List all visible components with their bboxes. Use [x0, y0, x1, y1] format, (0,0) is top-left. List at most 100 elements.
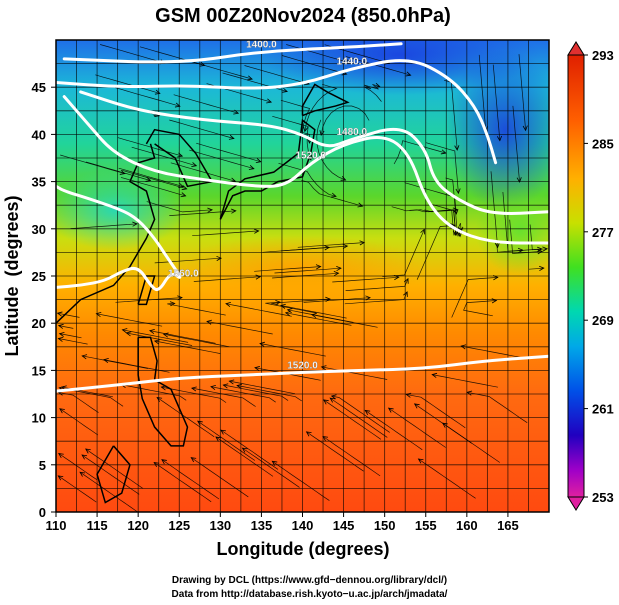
streamline-arrow: [255, 158, 262, 164]
streamline-arrow: [403, 291, 408, 297]
streamline: [58, 475, 97, 503]
streamline-arrow: [322, 399, 329, 405]
streamline-arrow: [102, 358, 109, 363]
streamline: [79, 471, 138, 512]
streamline-arrow: [420, 228, 425, 235]
streamline-arrow: [280, 303, 286, 309]
streamline: [156, 397, 215, 438]
streamline-arrow: [387, 407, 394, 413]
streamline-arrow: [57, 336, 64, 342]
streamline: [444, 79, 458, 150]
contour-line: [56, 59, 498, 165]
streamline-arrow: [311, 313, 317, 318]
streamline-arrow: [329, 397, 336, 403]
contour-label: 1480.0: [337, 127, 368, 138]
streamline-arrow: [330, 394, 337, 400]
streamline-arrow: [191, 162, 198, 168]
streamline-arrow: [161, 459, 167, 465]
streamline: [445, 177, 462, 232]
streamline-arrow: [253, 228, 260, 234]
streamline: [210, 386, 276, 403]
streamline: [492, 64, 501, 141]
streamline-arrow: [333, 271, 340, 277]
streamline: [297, 242, 365, 248]
streamline-arrow: [455, 188, 461, 195]
x-tick-label: 130: [209, 518, 231, 533]
streamline-arrow: [162, 332, 169, 338]
streamline: [322, 436, 381, 477]
credit-drawing: Drawing by DCL (https://www.gfd−dennou.o…: [171, 575, 448, 586]
streamline: [528, 267, 544, 270]
contour-line: [62, 95, 549, 245]
contour-line: [56, 184, 182, 292]
streamline: [167, 303, 226, 316]
contour-label: 1560.0: [168, 269, 199, 280]
coastline: [56, 143, 156, 324]
streamline: [170, 162, 236, 182]
contour-label: 1440.0: [337, 56, 368, 67]
streamline-arrow: [305, 431, 312, 437]
colorbar-tick-label: 285: [592, 136, 614, 151]
streamline: [393, 140, 446, 165]
cold-pocket-northeast: [445, 50, 549, 210]
streamline: [85, 448, 144, 489]
streamline: [244, 65, 310, 85]
streamline-arrow: [454, 145, 460, 151]
x-tick-label: 110: [46, 518, 67, 533]
streamline: [365, 410, 423, 451]
y-tick-label: 35: [32, 175, 46, 190]
streamline-arrow: [79, 471, 86, 477]
coastline: [96, 445, 131, 504]
streamline: [131, 146, 197, 167]
streamline: [323, 399, 382, 440]
streamline: [154, 462, 212, 503]
x-tick-label: 150: [374, 518, 396, 533]
streamline-arrow: [207, 207, 213, 213]
streamline: [404, 182, 457, 215]
streamline: [70, 223, 138, 229]
streamline: [118, 167, 184, 188]
streamline-arrow: [255, 274, 262, 280]
streamline: [442, 422, 501, 463]
streamline: [223, 384, 289, 401]
streamline-arrow: [537, 249, 544, 255]
streamline: [95, 74, 160, 94]
streamline-arrow: [522, 125, 528, 132]
streamline-arrow: [284, 311, 291, 317]
streamline: [117, 137, 183, 157]
streamline: [58, 338, 88, 345]
y-tick-label: 25: [32, 269, 46, 284]
y-tick-label: 10: [32, 411, 46, 426]
streamline: [229, 380, 296, 395]
streamline: [478, 54, 487, 132]
streamline: [58, 325, 74, 329]
streamline-arrow: [266, 98, 273, 104]
colorbar-tick-label: 277: [592, 225, 614, 240]
contour-label: 1520.0: [287, 360, 318, 371]
streamline: [406, 394, 466, 429]
streamline: [281, 55, 347, 75]
streamline: [280, 99, 311, 143]
streamline: [57, 312, 80, 318]
streamline-arrow: [58, 331, 65, 337]
chart-title: GSM 00Z20Nov2024 (850.0hPa): [155, 5, 451, 27]
streamline-arrow: [460, 344, 467, 350]
x-axis-ticks: 110 115 120 125 130 135 140 145 150 155 160 165: [46, 512, 519, 533]
streamline-arrow: [413, 403, 420, 409]
coastline: [137, 336, 189, 447]
contour-label: 1520.0: [295, 151, 326, 162]
streamline-arrow: [417, 458, 424, 464]
streamline: [490, 171, 499, 248]
coastline: [301, 83, 350, 117]
x-axis-label: Longitude (degrees): [216, 539, 389, 559]
streamline: [59, 333, 82, 339]
streamline-arrow: [453, 209, 459, 215]
streamline-arrow: [254, 366, 260, 372]
streamline-arrow: [132, 221, 138, 227]
x-tick-label: 165: [497, 518, 519, 533]
streamline-arrow: [81, 454, 88, 460]
streamline: [85, 161, 151, 181]
streamline: [418, 458, 476, 499]
streamline-arrow: [247, 75, 253, 81]
